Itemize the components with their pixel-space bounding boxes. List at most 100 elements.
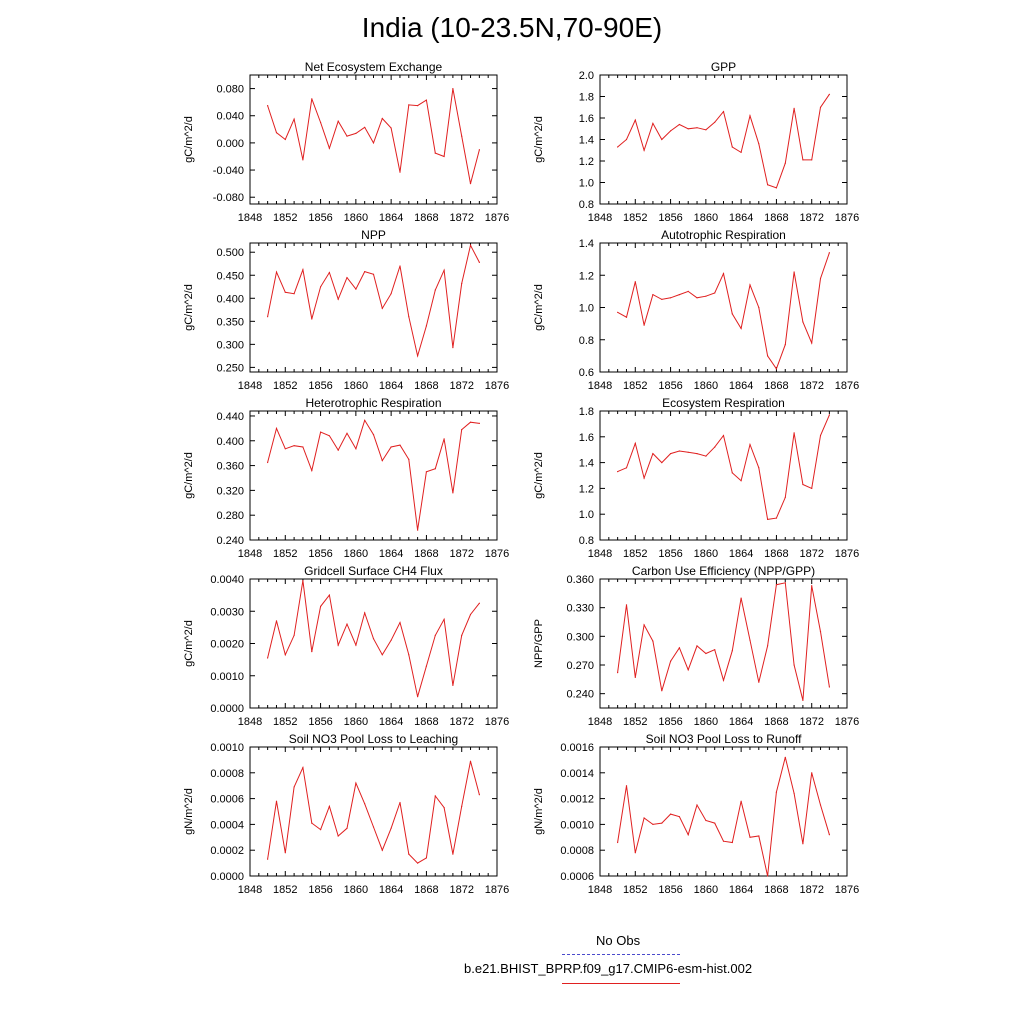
data-point: [634, 852, 636, 854]
data-point: [731, 650, 733, 652]
x-tick-label: 1872: [449, 548, 473, 560]
data-point: [696, 453, 698, 455]
data-point: [652, 294, 654, 296]
chart-panel-2: GPP 1848 1852 1856 1860 1864 1868 1872 1876 0.8 1.…: [533, 60, 859, 224]
data-point: [678, 450, 681, 452]
x-tick-label: 1856: [308, 380, 332, 392]
data-point: [714, 292, 716, 294]
y-tick-label: 0.0010: [560, 819, 594, 831]
x-tick-label: 1876: [835, 716, 859, 728]
y-tick-label: 0.6: [579, 367, 594, 379]
y-tick-label: 0.8: [579, 535, 594, 547]
data-point: [267, 461, 269, 464]
data-point: [408, 458, 410, 460]
y-tick-label: 0.0020: [210, 639, 244, 651]
x-tick-label: 1868: [414, 212, 438, 224]
x-tick-label: 1856: [308, 716, 332, 728]
y-tick-label: 0.0004: [210, 819, 244, 831]
data-point: [740, 480, 742, 482]
y-tick-label: 1.8: [579, 406, 594, 418]
data-point: [784, 344, 786, 346]
y-axis-label: gN/m^2/d: [533, 788, 545, 835]
x-tick-label: 1876: [485, 884, 509, 896]
x-tick-label: 1864: [379, 884, 403, 896]
data-point: [337, 835, 339, 837]
data-point: [811, 585, 813, 587]
data-point: [293, 634, 295, 637]
y-tick-label: 0.350: [216, 316, 244, 328]
y-tick-label: 1.0: [579, 178, 594, 190]
chart-title: Heterotrophic Respiration: [305, 396, 441, 410]
data-point: [749, 836, 751, 838]
data-point: [749, 639, 751, 641]
data-point: [372, 434, 375, 436]
data-point: [722, 434, 725, 437]
x-tick-label: 1848: [238, 380, 262, 392]
x-tick-label: 1860: [694, 716, 718, 728]
data-point: [731, 472, 733, 474]
data-point: [678, 816, 681, 818]
x-tick-label: 1848: [588, 212, 612, 224]
data-point: [337, 120, 339, 122]
x-tick-label: 1876: [835, 884, 859, 896]
data-point: [469, 421, 472, 423]
y-tick-label: 1.0: [579, 303, 594, 315]
data-point: [443, 618, 445, 620]
data-point: [661, 138, 663, 141]
data-point: [443, 807, 445, 809]
data-point: [767, 645, 769, 647]
data-point: [381, 460, 383, 462]
data-point: [705, 129, 707, 131]
data-point: [364, 419, 366, 421]
y-tick-label: 0.0000: [210, 871, 244, 883]
data-point: [819, 106, 822, 108]
data-point: [381, 117, 383, 120]
data-point: [425, 471, 427, 473]
data-point: [625, 138, 628, 141]
data-point: [267, 316, 269, 318]
data-point: [302, 159, 304, 161]
data-point: [399, 801, 401, 804]
x-tick-label: 1860: [344, 212, 368, 224]
y-tick-label: -0.080: [213, 192, 244, 204]
data-point: [705, 295, 707, 297]
data-point: [687, 128, 689, 130]
data-point: [678, 123, 681, 126]
x-tick-label: 1872: [449, 212, 473, 224]
series-line: [617, 582, 830, 701]
data-point: [372, 826, 375, 828]
y-tick-label: 0.040: [216, 111, 244, 123]
data-point: [381, 849, 383, 851]
data-point: [293, 118, 295, 120]
data-point: [267, 105, 269, 107]
data-point: [311, 822, 313, 824]
y-tick-label: -0.040: [213, 165, 244, 177]
data-point: [678, 294, 681, 296]
y-tick-label: 0.440: [216, 411, 244, 423]
x-tick-label: 1864: [379, 716, 403, 728]
data-point: [434, 634, 436, 637]
data-point: [408, 316, 410, 318]
data-point: [714, 121, 716, 123]
data-point: [749, 443, 751, 446]
plot-frame: [599, 242, 848, 373]
y-axis-label: gC/m^2/d: [183, 284, 195, 331]
x-tick-label: 1848: [588, 884, 612, 896]
data-point: [355, 132, 357, 134]
data-point: [802, 321, 804, 323]
data-point: [828, 93, 831, 95]
data-point: [284, 291, 286, 293]
data-point: [408, 104, 410, 106]
data-point: [399, 265, 401, 267]
data-point: [749, 115, 751, 117]
data-point: [793, 664, 795, 666]
data-point: [302, 767, 304, 769]
y-tick-label: 0.500: [216, 247, 244, 259]
x-tick-label: 1852: [273, 212, 297, 224]
y-tick-label: 0.250: [216, 362, 244, 374]
data-point: [740, 597, 742, 599]
x-tick-label: 1872: [799, 884, 823, 896]
data-point: [461, 634, 463, 637]
x-tick-label: 1856: [658, 380, 682, 392]
chart-panel-5: Heterotrophic Respiration 1848 1852 1856 186…: [183, 396, 509, 560]
